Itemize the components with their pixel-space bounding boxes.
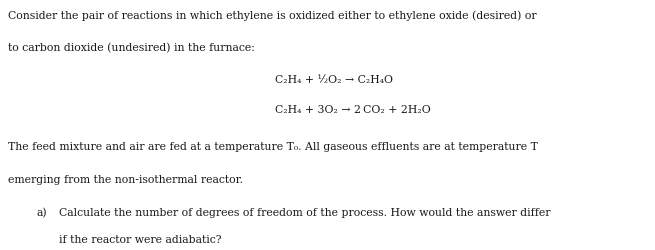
Text: The feed mixture and air are fed at a temperature T₀. All gaseous effluents are : The feed mixture and air are fed at a te… (8, 142, 538, 152)
Text: Consider the pair of reactions in which ethylene is oxidized either to ethylene : Consider the pair of reactions in which … (8, 10, 536, 20)
Text: to carbon dioxide (undesired) in the furnace:: to carbon dioxide (undesired) in the fur… (8, 42, 255, 53)
Text: a): a) (36, 208, 47, 218)
Text: C₂H₄ + ½O₂ → C₂H₄O: C₂H₄ + ½O₂ → C₂H₄O (275, 75, 393, 85)
Text: if the reactor were adiabatic?: if the reactor were adiabatic? (59, 235, 221, 245)
Text: C₂H₄ + 3O₂ → 2 CO₂ + 2H₂O: C₂H₄ + 3O₂ → 2 CO₂ + 2H₂O (275, 105, 431, 115)
Text: Calculate the number of degrees of freedom of the process. How would the answer : Calculate the number of degrees of freed… (59, 208, 550, 218)
Text: emerging from the non-isothermal reactor.: emerging from the non-isothermal reactor… (8, 175, 243, 185)
